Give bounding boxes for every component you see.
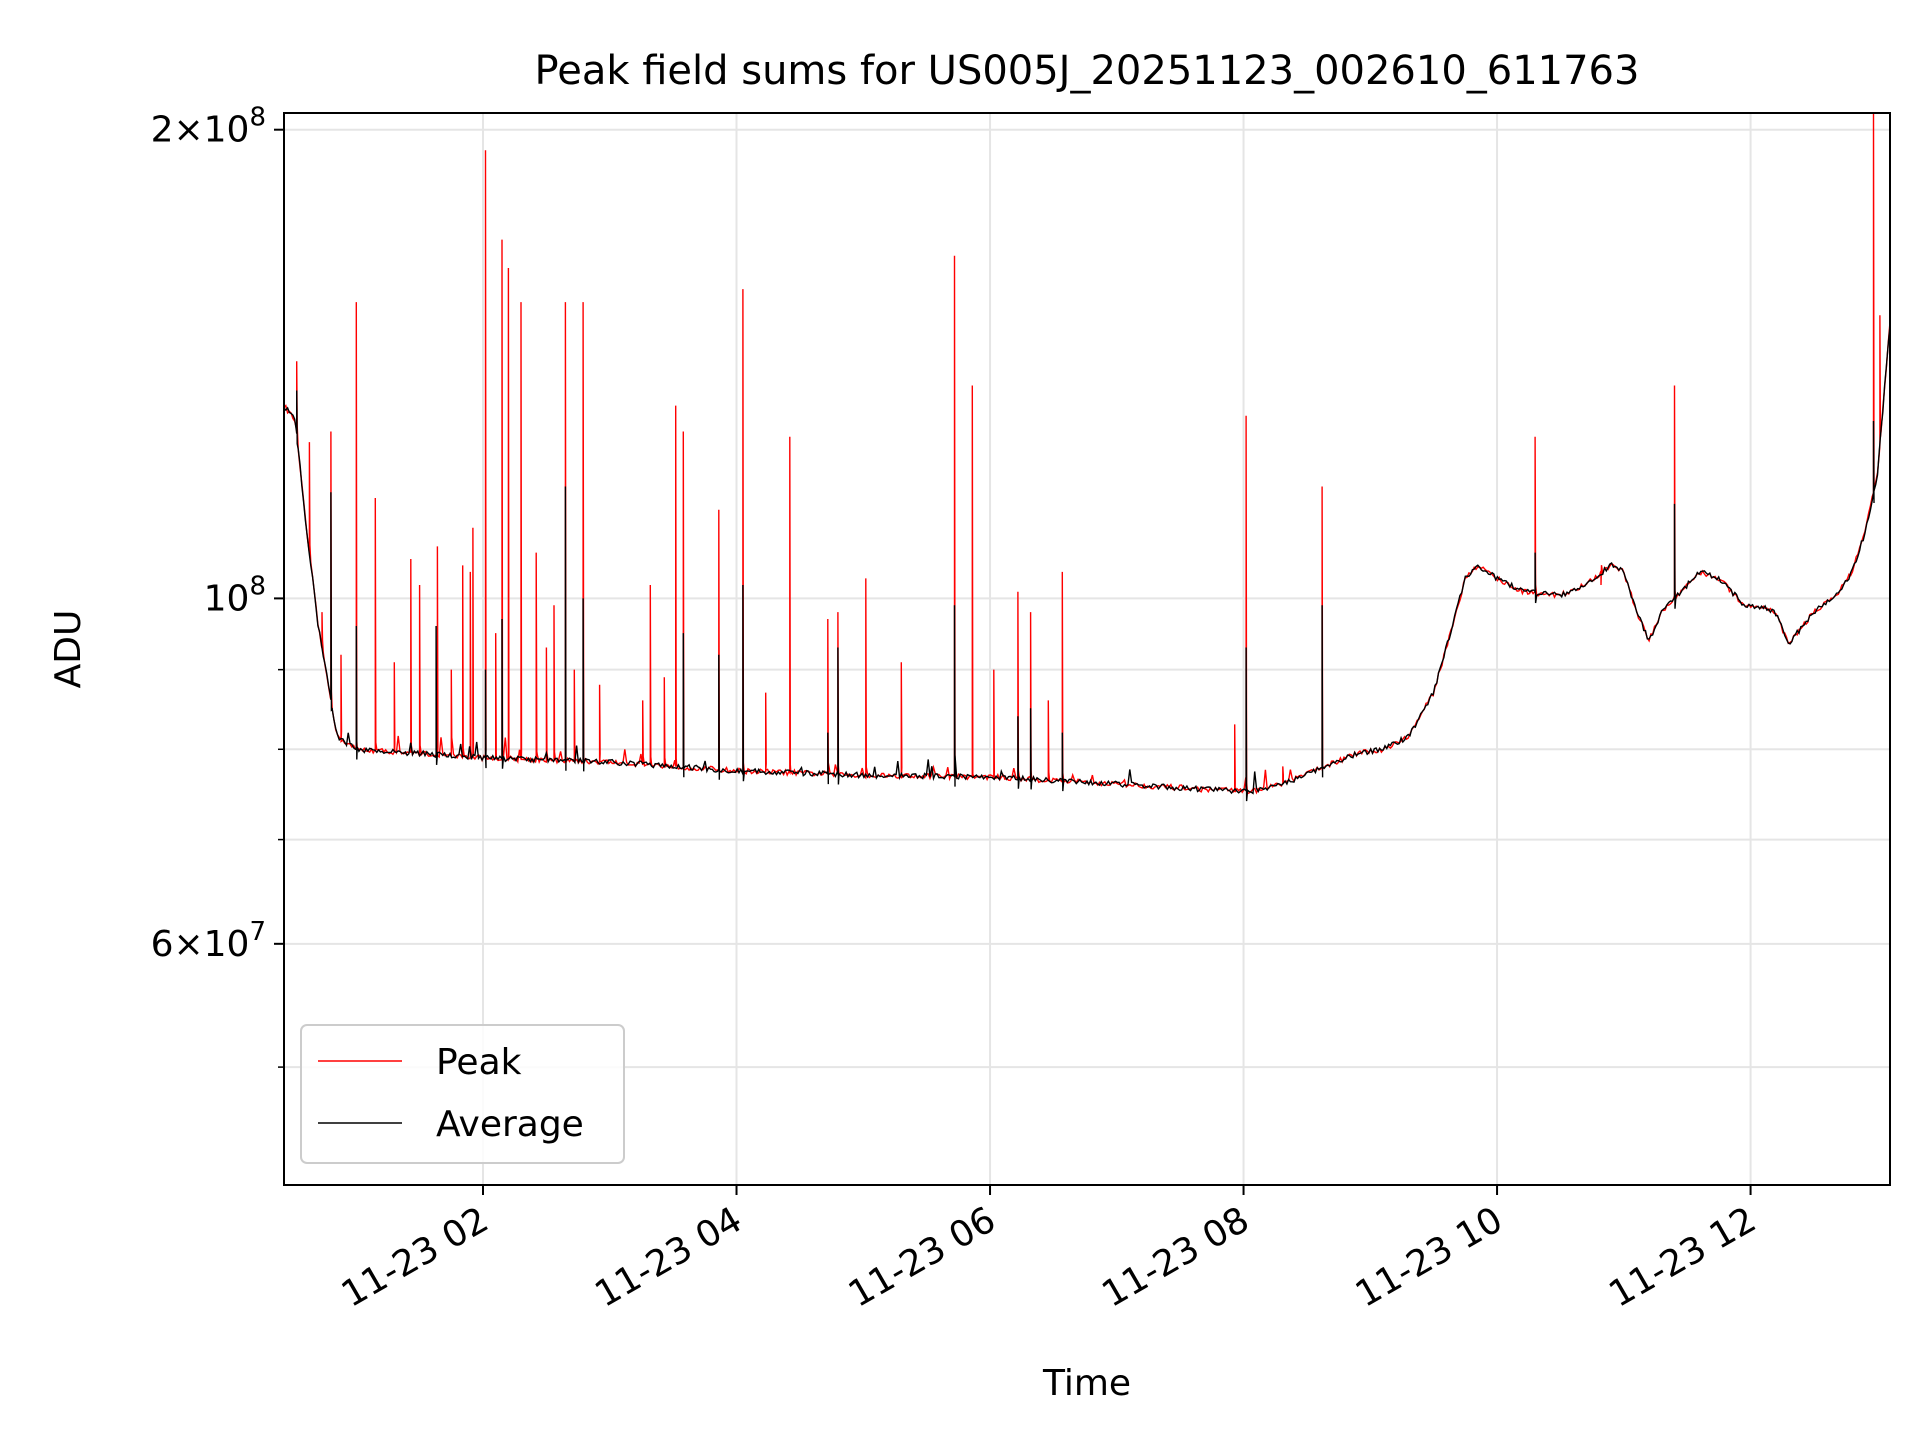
legend-average-label: Average <box>436 1104 584 1145</box>
legend: Peak Average <box>300 1024 625 1164</box>
chart-title: Peak field sums for US005J_20251123_0026… <box>535 48 1640 94</box>
y-tick-label: 108 <box>204 571 266 619</box>
y-tick-label: 6×107 <box>151 917 266 965</box>
plot-frame <box>283 112 1891 1186</box>
x-axis-label: Time <box>1042 1363 1131 1404</box>
legend-box <box>300 1024 625 1164</box>
series-layer <box>284 113 1890 802</box>
y-tick-label: 2×108 <box>151 103 266 151</box>
y-axis-label: ADU <box>48 610 89 689</box>
grid <box>284 113 1890 1185</box>
series-average-line <box>284 325 1890 802</box>
legend-peak-label: Peak <box>436 1042 522 1083</box>
